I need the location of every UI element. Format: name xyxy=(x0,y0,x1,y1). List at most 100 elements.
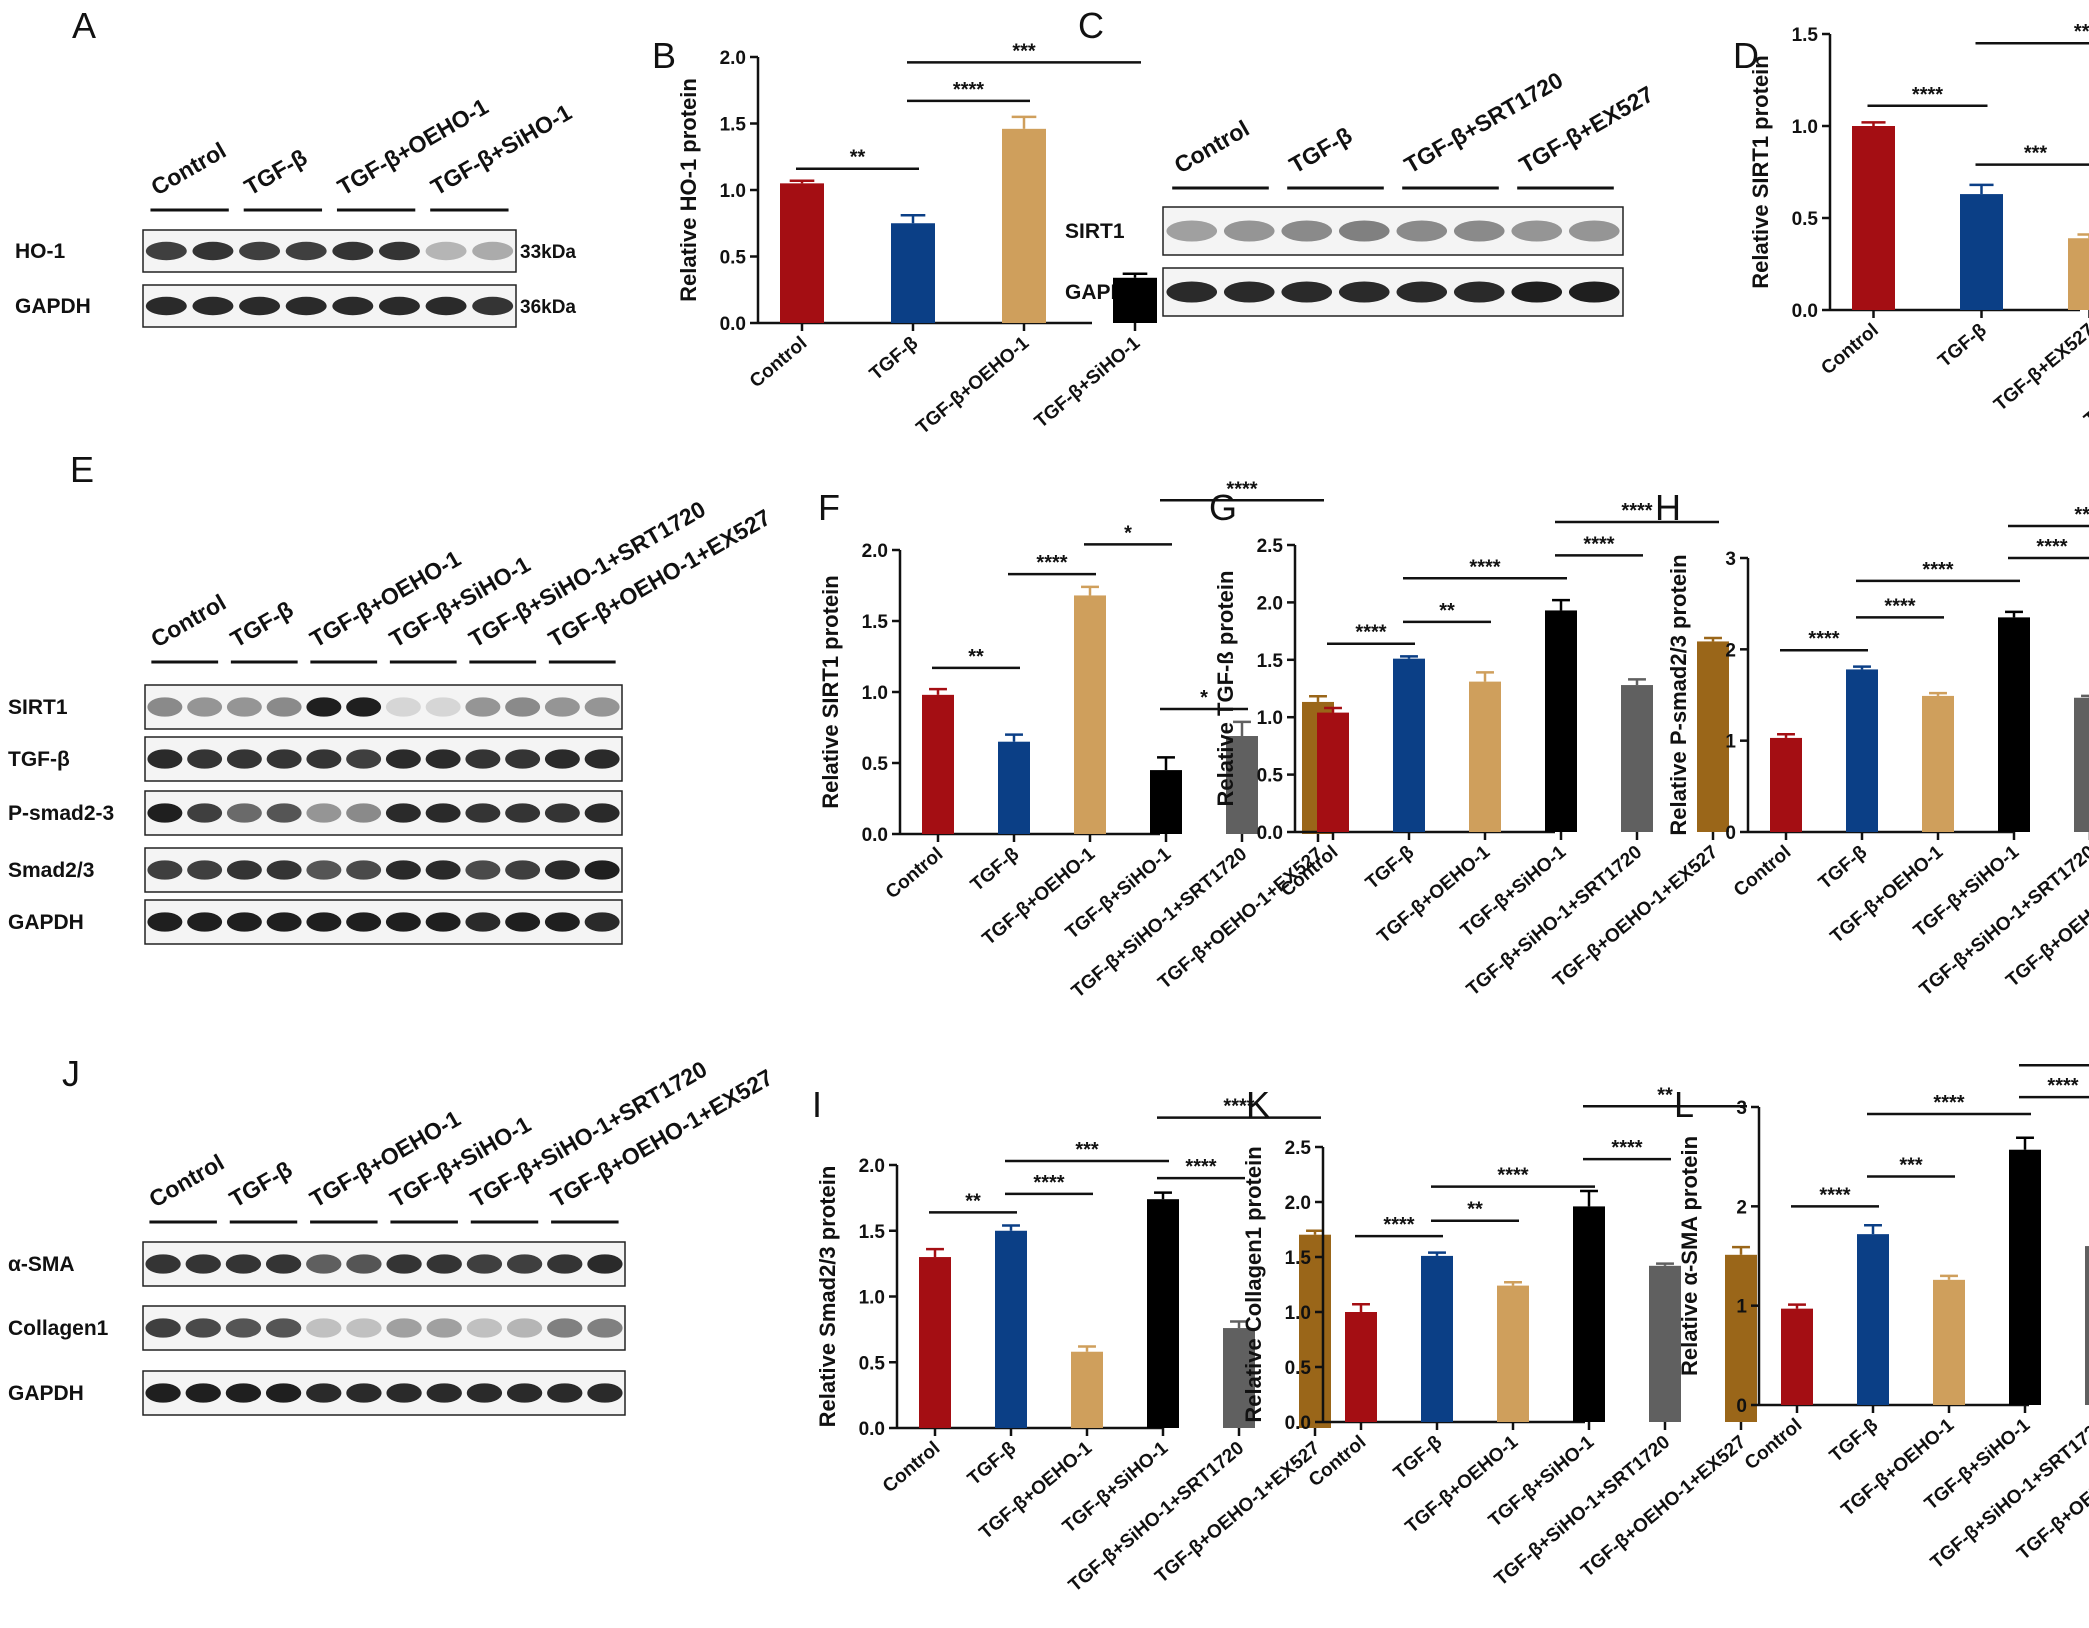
y-tick-label: 1.0 xyxy=(859,1288,885,1309)
x-tick-label-tgf: TGF-β xyxy=(1390,1432,1446,1484)
y-tick-label: 1 xyxy=(1725,732,1736,753)
band xyxy=(505,749,541,769)
y-tick-label: 0.5 xyxy=(1285,1358,1312,1379)
significance-label: **** xyxy=(1036,552,1067,574)
significance-label: *** xyxy=(1075,1139,1099,1161)
band xyxy=(306,697,342,717)
bar-tgf xyxy=(1393,658,1425,832)
bar-control xyxy=(1770,737,1802,832)
band xyxy=(1453,220,1505,242)
y-tick-label: 2 xyxy=(1736,1197,1747,1218)
blot-label: α-SMA xyxy=(8,1253,75,1276)
y-tick-label: 0 xyxy=(1736,1396,1747,1417)
group-label-control: Control xyxy=(146,589,230,652)
band xyxy=(385,697,421,717)
band xyxy=(185,1318,221,1338)
significance-label: ** xyxy=(850,147,866,169)
significance-label: **** xyxy=(1226,478,1257,500)
band xyxy=(346,749,382,769)
bar-tgf xyxy=(995,1230,1027,1428)
y-tick-label: 0.0 xyxy=(859,1419,885,1440)
group-label-control: Control xyxy=(1170,115,1254,178)
y-tick-label: 0.0 xyxy=(1257,823,1283,844)
bar-control xyxy=(922,694,954,834)
band xyxy=(466,1318,503,1338)
band xyxy=(145,1383,181,1403)
y-tick-label: 1.5 xyxy=(1285,1248,1312,1269)
band xyxy=(147,749,183,769)
y-axis-title: Relative SIRT1 protein xyxy=(818,575,843,809)
y-tick-label: 1.0 xyxy=(1257,708,1283,729)
y-tick-label: 1.0 xyxy=(1285,1303,1311,1324)
y-tick-label: 1.5 xyxy=(720,115,747,136)
bar-tgf-oeho-1 xyxy=(1922,695,1954,832)
panel-letter: L xyxy=(1674,1084,1694,1125)
band xyxy=(187,749,223,769)
band xyxy=(1396,220,1448,242)
band xyxy=(465,860,501,880)
blot-label: SIRT1 xyxy=(1065,220,1125,243)
y-tick-label: 1.5 xyxy=(1792,25,1819,46)
bar-tgf xyxy=(1960,194,2003,310)
bar-tgf-siho-1 xyxy=(1998,617,2030,832)
panel-letter: C xyxy=(1078,5,1104,46)
significance-label: ** xyxy=(1657,1084,1673,1106)
x-tick-label-tgf-oeho-1: TGF-β+OEHO-1 xyxy=(913,332,1034,438)
x-tick-label-control: Control xyxy=(1741,1415,1806,1475)
band xyxy=(239,296,281,316)
blot-frame xyxy=(142,1241,626,1287)
blot-row-collagen1: Collagen1 xyxy=(8,1305,626,1351)
panel-letter: G xyxy=(1209,487,1237,528)
band xyxy=(544,697,580,717)
y-axis-title: Relative Smad2/3 protein xyxy=(815,1166,840,1428)
band xyxy=(506,1254,543,1274)
band xyxy=(346,1383,382,1403)
significance-label: ** xyxy=(968,646,984,668)
bar-tgf-oeho-1 xyxy=(1497,1285,1529,1422)
y-tick-label: 2.0 xyxy=(1285,1193,1311,1214)
significance-label: **** xyxy=(1185,1156,1216,1178)
band xyxy=(1338,281,1390,303)
blot-label: GAPDH xyxy=(8,911,84,934)
bar-tgf-siho-1-srt1720 xyxy=(2085,1246,2089,1405)
significance-label: **** xyxy=(2074,504,2089,526)
band xyxy=(145,296,187,316)
band xyxy=(584,749,620,769)
band xyxy=(1396,281,1448,303)
group-label-control: Control xyxy=(146,137,230,200)
bar-control xyxy=(780,183,824,323)
y-axis-title: Relative TGF-ß protein xyxy=(1213,571,1238,807)
band xyxy=(466,1383,503,1403)
significance-label: * xyxy=(1124,522,1132,544)
bar-tgf-siho-1-srt1720 xyxy=(1223,1328,1255,1428)
band xyxy=(185,1383,221,1403)
y-tick-label: 1.0 xyxy=(720,181,746,202)
y-tick-label: 2.5 xyxy=(1257,536,1284,557)
significance-label: *** xyxy=(1899,1155,1923,1177)
band xyxy=(226,749,262,769)
band xyxy=(426,1254,462,1274)
band xyxy=(465,912,501,932)
y-tick-label: 0.5 xyxy=(1792,209,1819,230)
y-tick-label: 0.5 xyxy=(720,248,747,269)
band xyxy=(425,296,467,316)
significance-label: **** xyxy=(1808,628,1839,650)
band xyxy=(306,912,342,932)
band xyxy=(306,860,342,880)
bar-tgf-ex527 xyxy=(2068,238,2089,310)
bar-control xyxy=(919,1257,951,1428)
band xyxy=(185,1254,221,1274)
band xyxy=(187,697,223,717)
blot-row-gapdh: GAPDH xyxy=(1065,267,1624,317)
band xyxy=(584,860,620,880)
y-tick-label: 2 xyxy=(1725,640,1736,661)
bar-control xyxy=(1345,1312,1377,1422)
bar-tgf-siho-1 xyxy=(2009,1149,2041,1405)
band xyxy=(1166,220,1218,242)
band xyxy=(425,803,461,823)
blot-row-gapdh: GAPDH xyxy=(8,1370,626,1416)
band xyxy=(285,241,327,261)
band xyxy=(587,1254,623,1274)
